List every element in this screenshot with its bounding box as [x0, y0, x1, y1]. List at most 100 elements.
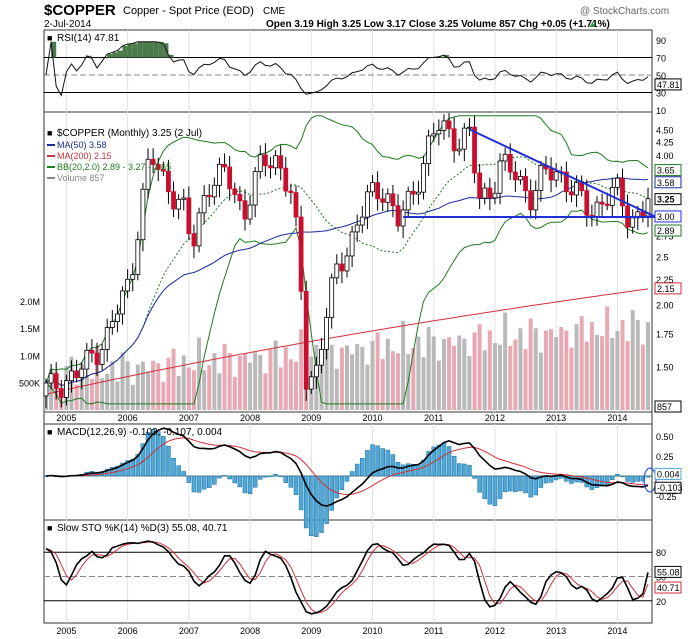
macd-histogram-bar [227, 475, 232, 480]
macd-histogram-bar [166, 445, 171, 477]
volume-bar [140, 361, 145, 410]
price-tick: 1.50 [656, 363, 674, 373]
x-axis-label-bottom: 2009 [301, 626, 321, 636]
volume-bar [600, 336, 605, 410]
macd-histogram-bar [518, 475, 523, 492]
volume-bar [293, 361, 298, 410]
volume-bar [615, 330, 620, 410]
candle-body [334, 263, 340, 279]
volume-bar [84, 375, 89, 410]
candle-body [74, 370, 80, 378]
candle-body [48, 373, 54, 384]
candle-body [446, 120, 452, 130]
x-axis-label-top: 2011 [424, 413, 443, 423]
macd-label: MACD(12,26,9) -0.103, -0.107, 0.004 [57, 427, 223, 438]
macd-histogram-bar [441, 443, 447, 477]
sto-tick: 20 [656, 597, 666, 607]
candle-body [370, 182, 375, 193]
value-badge: 3.58 [657, 178, 675, 188]
macd-histogram-bar [360, 457, 365, 477]
volume-bar [222, 343, 227, 410]
volume-bar [345, 345, 349, 410]
macd-histogram-bar [594, 475, 600, 488]
macd-line [45, 427, 649, 507]
rsi-overbought-fill [132, 43, 138, 58]
volume-bar [528, 318, 533, 410]
value-badge: 857 [657, 402, 672, 412]
candle-body [441, 120, 447, 131]
candle-body [99, 349, 105, 365]
volume-bar [411, 348, 416, 410]
candle-body [181, 197, 187, 200]
macd-histogram-bar [329, 475, 334, 511]
candle-body [303, 290, 309, 390]
legend-item: Volume 857 [57, 173, 105, 183]
rsi-tick: 90 [656, 36, 666, 46]
macd-histogram-bar [354, 463, 360, 477]
candle-body [359, 216, 365, 226]
candle-body [283, 167, 289, 192]
candle-body [262, 154, 268, 167]
candle-body [385, 193, 391, 203]
macd-histogram-bar [446, 446, 452, 477]
watermark: @ StockCharts.com [580, 6, 669, 17]
macd-histogram-bar [217, 475, 222, 479]
price-tick: 2.75 [656, 232, 674, 242]
candle-body [109, 321, 115, 328]
volume-bar [564, 330, 569, 410]
value-badge: 40.71 [657, 583, 680, 593]
candle-body [538, 165, 544, 191]
macd-histogram-bar [161, 435, 166, 477]
candle-body [451, 128, 457, 152]
volume-bar [268, 349, 273, 410]
volume-bar [176, 375, 181, 410]
volume-bar [385, 338, 390, 410]
volume-tick: 500K [19, 379, 40, 389]
macd-histogram-bar [242, 475, 248, 494]
candle-body [630, 217, 636, 228]
volume-bar [288, 359, 293, 410]
candle-body [268, 165, 273, 169]
rsi-overbought-fill [148, 41, 154, 58]
candle-body [125, 278, 131, 292]
rsi-tick: 70 [656, 54, 666, 64]
candle-body [594, 201, 600, 218]
symbol-name: Copper - Spot Price (EOD) [123, 5, 254, 17]
macd-histogram-bar [375, 445, 380, 477]
candle-body [140, 188, 146, 241]
candle-body [518, 176, 523, 181]
volume-tick: 1.0M [20, 351, 40, 361]
value-badge-box [654, 481, 682, 494]
candle-body [247, 204, 253, 220]
candle-body [431, 133, 437, 137]
volume-bar [110, 361, 115, 410]
rsi-line [45, 41, 649, 97]
volume-tick: 1.5M [20, 324, 40, 334]
macd-histogram-bar [324, 475, 329, 524]
volume-bar [380, 358, 385, 410]
sto-label: Slow STO %K(14) %D(3) 55.08, 40.71 [57, 523, 228, 534]
volume-bar [396, 353, 401, 410]
macd-histogram-bar [569, 475, 574, 484]
macd-histogram-bar [604, 475, 610, 485]
candle-body [196, 212, 202, 247]
volume-bar [589, 322, 594, 410]
macd-histogram-bar [273, 474, 278, 477]
quote-summary: Open 3.19 High 3.25 Low 3.17 Close 3.25 … [266, 19, 610, 30]
value-badge: -0.103 [657, 483, 683, 493]
volume-bar [130, 384, 135, 410]
macd-layer [43, 427, 657, 537]
macd-histogram-bar [523, 475, 528, 494]
candle-body [436, 129, 442, 135]
volume-bar [227, 353, 232, 410]
volume-bar [329, 344, 334, 410]
macd-histogram-bar [502, 475, 508, 493]
volume-bar [370, 340, 375, 410]
candle-body [324, 317, 329, 350]
rsi-overbought-fill [163, 43, 169, 58]
price-title: $COPPER (Monthly) 3.25 (2 Jul) [57, 128, 202, 139]
candle-body [563, 171, 569, 193]
volume-bar [105, 373, 110, 410]
candle-body [53, 373, 59, 389]
value-badge: 55.08 [657, 567, 680, 577]
